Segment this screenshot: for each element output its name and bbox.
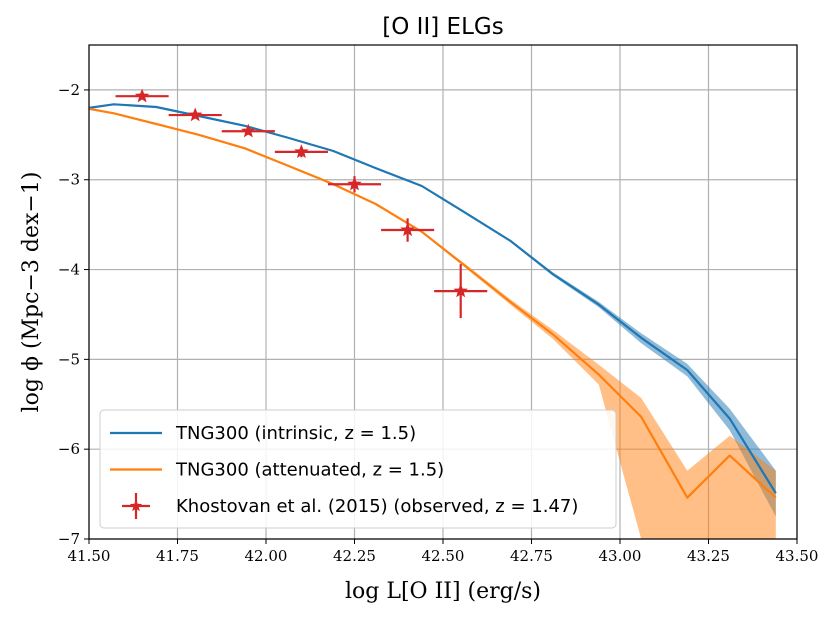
data-point — [274, 144, 328, 159]
chart-title: [O II] ELGs — [382, 14, 503, 40]
x-tick-label: 42.25 — [333, 547, 376, 565]
x-tick-label: 42.00 — [245, 547, 288, 565]
data-point — [381, 218, 435, 242]
y-tick-label: −7 — [58, 530, 80, 548]
band-1 — [89, 108, 776, 540]
legend-label-0: TNG300 (intrinsic, z = 1.5) — [175, 423, 416, 444]
x-tick-label: 41.50 — [68, 547, 111, 565]
legend-label-2: Khostovan et al. (2015) (observed, z = 1… — [176, 496, 578, 517]
star-marker — [187, 107, 203, 122]
star-marker — [241, 123, 256, 138]
x-tick-label: 43.00 — [599, 547, 642, 565]
data-point — [434, 264, 488, 319]
data-point — [115, 88, 169, 103]
series-line-1 — [88, 107, 777, 499]
observed-points — [115, 88, 488, 319]
data-point — [221, 123, 275, 138]
legend-swatch-star — [129, 499, 143, 512]
x-tick-label: 43.25 — [687, 547, 730, 565]
x-tick-label: 41.75 — [156, 547, 199, 565]
x-tick-label: 42.50 — [422, 547, 465, 565]
star-marker — [347, 176, 362, 191]
y-tick-label: −6 — [58, 440, 80, 458]
series-line-0 — [88, 103, 777, 494]
star-marker — [453, 283, 468, 298]
star-marker — [134, 88, 150, 103]
y-tick-label: −3 — [58, 171, 80, 189]
star-marker — [400, 222, 415, 237]
y-tick-label: −4 — [58, 261, 80, 279]
x-axis-label: log L[O II] (erg/s) — [345, 579, 541, 604]
x-tick-label: 43.50 — [776, 547, 819, 565]
legend-box — [99, 409, 617, 529]
legend: TNG300 (intrinsic, z = 1.5) TNG300 (atten… — [99, 409, 617, 529]
data-point — [327, 176, 382, 193]
series-lines — [88, 103, 777, 499]
y-ticks: −2 −3 −4 −5 −6 −7 — [58, 81, 89, 548]
x-tick-label: 42.75 — [510, 547, 553, 565]
y-tick-label: −5 — [58, 350, 80, 368]
confidence-bands — [89, 104, 776, 540]
y-axis-label: log ϕ (Mpc−3 dex−1) — [19, 172, 44, 413]
data-point — [168, 107, 222, 122]
legend-label-1: TNG300 (attenuated, z = 1.5) — [175, 460, 444, 481]
star-marker — [294, 144, 309, 159]
x-ticks: 41.50 41.75 42.00 42.25 42.50 42.75 43.00 43.25… — [68, 539, 819, 565]
y-tick-label: −2 — [58, 81, 80, 99]
